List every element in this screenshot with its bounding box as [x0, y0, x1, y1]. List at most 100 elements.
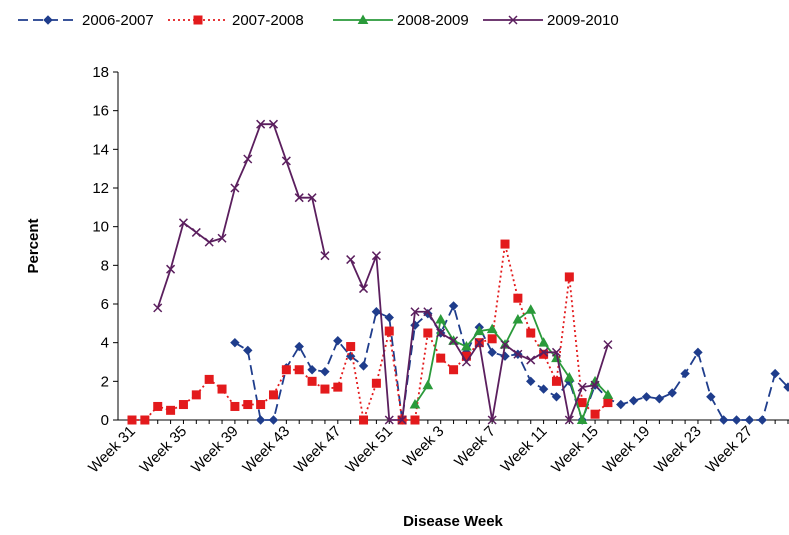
marker — [706, 392, 716, 402]
marker — [449, 336, 459, 346]
marker — [255, 415, 266, 425]
marker — [590, 380, 600, 390]
marker — [564, 272, 574, 282]
marker — [436, 328, 446, 338]
marker — [513, 293, 523, 303]
y-axis-title: Percent — [25, 218, 42, 273]
marker — [281, 156, 291, 166]
marker — [731, 415, 742, 425]
y-tick-label: 10 — [92, 219, 109, 236]
y-tick-label: 8 — [101, 257, 109, 274]
marker — [436, 353, 446, 363]
legend-label: 2006-2007 — [82, 12, 154, 29]
marker — [577, 382, 587, 392]
marker — [525, 304, 537, 314]
marker — [217, 233, 227, 243]
marker — [526, 328, 536, 338]
marker — [461, 357, 471, 367]
x-tick-label: Week 35 — [137, 423, 191, 477]
marker — [371, 378, 381, 388]
legend-label: 2007-2008 — [232, 12, 304, 29]
marker — [538, 337, 549, 347]
marker — [357, 14, 369, 24]
marker — [783, 382, 789, 392]
marker — [140, 415, 150, 425]
marker — [487, 334, 497, 344]
y-tick-label: 6 — [101, 296, 109, 313]
marker — [538, 384, 549, 394]
marker — [307, 193, 317, 203]
marker — [435, 313, 447, 324]
marker — [526, 376, 536, 387]
marker — [474, 338, 484, 348]
marker — [371, 307, 382, 317]
x-tick-label: Week 31 — [85, 423, 139, 477]
marker — [564, 415, 574, 425]
marker — [256, 400, 266, 410]
marker — [693, 347, 703, 358]
marker — [577, 398, 587, 408]
marker — [166, 264, 176, 274]
marker — [204, 374, 214, 384]
x-tick-label: Week 51 — [342, 423, 396, 477]
legend-label: 2009-2010 — [547, 12, 619, 29]
x-tick-label: Week 39 — [188, 423, 242, 477]
marker — [500, 340, 510, 350]
marker — [127, 415, 137, 425]
marker — [744, 415, 755, 425]
series-line — [156, 123, 609, 424]
marker — [526, 355, 536, 365]
x-tick-label: Week 47 — [291, 423, 345, 477]
marker — [333, 382, 343, 392]
marker — [539, 347, 549, 357]
marker — [191, 227, 201, 237]
marker — [423, 307, 433, 317]
marker — [500, 239, 510, 249]
marker — [603, 398, 613, 408]
marker — [358, 284, 369, 294]
x-tick-label: Week 11 — [498, 423, 551, 476]
marker — [346, 255, 356, 265]
marker — [294, 193, 304, 203]
marker — [268, 415, 279, 425]
marker — [217, 384, 227, 394]
marker — [230, 337, 240, 348]
marker — [680, 368, 690, 379]
x-tick-label: Week 27 — [703, 423, 757, 477]
marker — [602, 389, 614, 399]
marker — [346, 342, 356, 352]
series-line — [414, 308, 609, 423]
marker — [473, 325, 485, 336]
marker — [320, 366, 330, 377]
x-tick-label: Week 15 — [548, 423, 602, 477]
marker — [409, 399, 421, 409]
marker — [616, 399, 626, 410]
marker — [384, 326, 394, 336]
marker — [449, 365, 459, 375]
marker — [508, 15, 518, 25]
marker — [191, 390, 201, 400]
marker — [423, 328, 433, 338]
marker — [294, 341, 304, 352]
marker — [641, 392, 652, 402]
marker — [307, 365, 317, 375]
y-tick-label: 4 — [101, 335, 109, 352]
marker — [268, 119, 279, 129]
marker — [512, 313, 524, 324]
marker — [667, 388, 677, 398]
marker — [397, 415, 407, 425]
x-axis-title: Disease Week — [403, 513, 503, 530]
marker — [590, 409, 600, 419]
marker — [551, 376, 561, 386]
x-tick-label: Week 23 — [651, 423, 705, 477]
marker — [230, 401, 240, 411]
marker — [153, 401, 163, 411]
marker — [770, 368, 780, 379]
marker — [193, 15, 203, 25]
y-tick-label: 14 — [92, 141, 109, 158]
y-tick-label: 12 — [92, 180, 109, 197]
marker — [487, 415, 497, 425]
marker — [384, 415, 394, 425]
series-line — [132, 243, 609, 424]
